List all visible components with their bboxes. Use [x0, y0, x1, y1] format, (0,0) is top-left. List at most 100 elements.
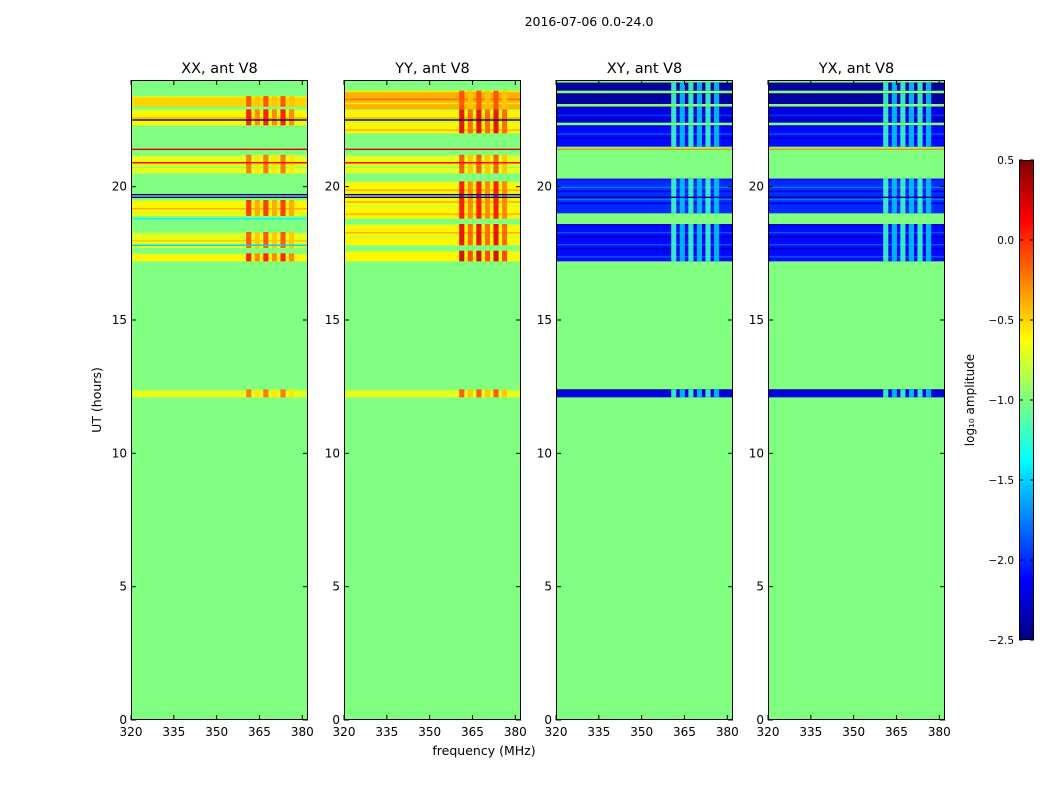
- heatmap-line: [344, 119, 521, 121]
- heatmap-line: [344, 193, 521, 196]
- heatmap-stripe: [344, 236, 521, 238]
- heatmap-stripe: [768, 106, 945, 109]
- heatmap-rfi-cell: [476, 109, 482, 134]
- heatmap-rfi-cell: [917, 106, 923, 123]
- heatmap-rfi-cell: [688, 106, 694, 123]
- heatmap-stripe: [556, 240, 733, 242]
- heatmap-stripe: [131, 393, 308, 395]
- heatmap-stripe: [556, 182, 733, 185]
- x-tick-label: 365: [248, 725, 271, 739]
- panel-3: XY, ant V8 320 335 350 365 380 0 5 10 15 20: [537, 61, 739, 739]
- heatmap-rfi-cell: [714, 125, 720, 147]
- heatmap-stripe: [556, 114, 733, 117]
- heatmap-stripe: [344, 162, 521, 165]
- heatmap-rfi-cell: [502, 389, 508, 398]
- heatmap-rfi-cell: [891, 125, 897, 147]
- heatmap-stripe: [768, 93, 945, 95]
- heatmap-stripe: [768, 256, 945, 258]
- x-tick-label: 350: [842, 725, 865, 739]
- panel-title: XX, ant V8: [181, 61, 258, 77]
- heatmap-stripe: [768, 228, 945, 230]
- heatmap-stripe: [768, 129, 945, 131]
- heatmap-stripe: [344, 129, 521, 131]
- x-tick-label: 380: [291, 725, 314, 739]
- colorbar-tick-label: −1.5: [989, 475, 1015, 487]
- y-tick-label: 5: [119, 580, 127, 594]
- heatmap-stripe: [344, 94, 521, 97]
- heatmap-stripe: [131, 232, 308, 234]
- heatmap-stripe: [131, 236, 308, 238]
- heatmap-rfi-cell: [484, 250, 491, 262]
- heatmap-rfi-cell: [246, 200, 252, 216]
- heatmap-stripe: [344, 166, 521, 169]
- heatmap-rfi-cell: [263, 253, 269, 262]
- heatmap-line: [131, 217, 308, 220]
- heatmap-rfi-cell: [679, 106, 685, 123]
- heatmap-rfi-cell: [688, 178, 694, 214]
- x-tick-label: 350: [205, 725, 228, 739]
- heatmap-rfi-cell: [679, 389, 685, 398]
- heatmap-rfi-cell: [900, 106, 906, 123]
- heatmap-stripe: [768, 114, 945, 117]
- y-tick-label: 0: [332, 713, 340, 727]
- heatmap-background: [768, 80, 945, 720]
- heatmap-stripe: [768, 389, 945, 391]
- heatmap-rfi-cell: [484, 90, 491, 110]
- heatmap-stripe: [131, 166, 308, 169]
- heatmap-rfi-cell: [280, 109, 286, 126]
- heatmap-stripe: [344, 254, 521, 257]
- heatmap-rfi-cell: [696, 178, 703, 214]
- heatmap-rfi-cell: [263, 154, 269, 174]
- heatmap-rfi-cell: [714, 82, 720, 91]
- heatmap-rfi-cell: [484, 109, 491, 134]
- heatmap-rfi-cell: [926, 389, 932, 398]
- heatmap-rfi-cell: [883, 106, 889, 123]
- colorbar: 0.5 0.0 −0.5 −1.0 −1.5 −2.0 −2.5 log₁₀ amplitud…: [963, 155, 1034, 647]
- y-tick-label: 10: [537, 446, 552, 460]
- heatmap-stripe: [344, 181, 521, 183]
- heatmap-stripe: [556, 178, 733, 181]
- heatmap-band: [131, 253, 308, 262]
- heatmap-rfi-cell: [883, 93, 889, 104]
- heatmap-rfi-cell: [926, 93, 932, 104]
- colorbar-tick-label: −2.0: [989, 555, 1015, 567]
- heatmap-rfi-cell: [246, 96, 252, 107]
- heatmap-rfi-cell: [254, 96, 260, 107]
- heatmap-line: [556, 196, 733, 199]
- heatmap-band: [344, 181, 521, 219]
- heatmap-rfi-cell: [883, 82, 889, 91]
- heatmap-band: [556, 224, 733, 262]
- x-tick-label: 335: [799, 725, 822, 739]
- axes-frame: [131, 80, 308, 720]
- heatmap-rfi-cell: [696, 82, 703, 91]
- x-tick-label: 320: [120, 725, 143, 739]
- colorbar-tick-label: −0.5: [989, 315, 1015, 327]
- heatmap-stripe: [768, 137, 945, 139]
- heatmap-band: [768, 224, 945, 262]
- y-tick-label: 10: [112, 446, 127, 460]
- heatmap-stripe: [131, 253, 308, 255]
- heatmap-stripe: [131, 117, 308, 119]
- heatmap-rfi-cell: [705, 125, 711, 147]
- heatmap-stripe: [556, 137, 733, 139]
- heatmap-rfi-cell: [502, 109, 508, 134]
- heatmap-rfi-cell: [280, 253, 286, 262]
- heatmap-rfi-cell: [900, 93, 906, 104]
- heatmap-rfi-cell: [926, 224, 932, 262]
- heatmap-rfi-cell: [926, 178, 932, 214]
- heatmap-stripe: [556, 393, 733, 395]
- y-tick-label: 0: [756, 713, 764, 727]
- y-tick-label: 15: [325, 313, 340, 327]
- heatmap-rfi-cell: [280, 389, 286, 398]
- heatmap-rfi-cell: [900, 178, 906, 214]
- x-tick-label: 380: [504, 725, 527, 739]
- heatmap-rfi-cell: [679, 93, 685, 104]
- heatmap-stripe: [556, 125, 733, 127]
- heatmap-rfi-cell: [679, 125, 685, 147]
- y-tick-label: 15: [749, 313, 764, 327]
- heatmap-stripe: [556, 106, 733, 109]
- heatmap-rfi-cell: [254, 200, 260, 216]
- heatmap-stripe: [131, 96, 308, 98]
- heatmap-line: [131, 193, 308, 196]
- y-tick-label: 20: [537, 180, 552, 194]
